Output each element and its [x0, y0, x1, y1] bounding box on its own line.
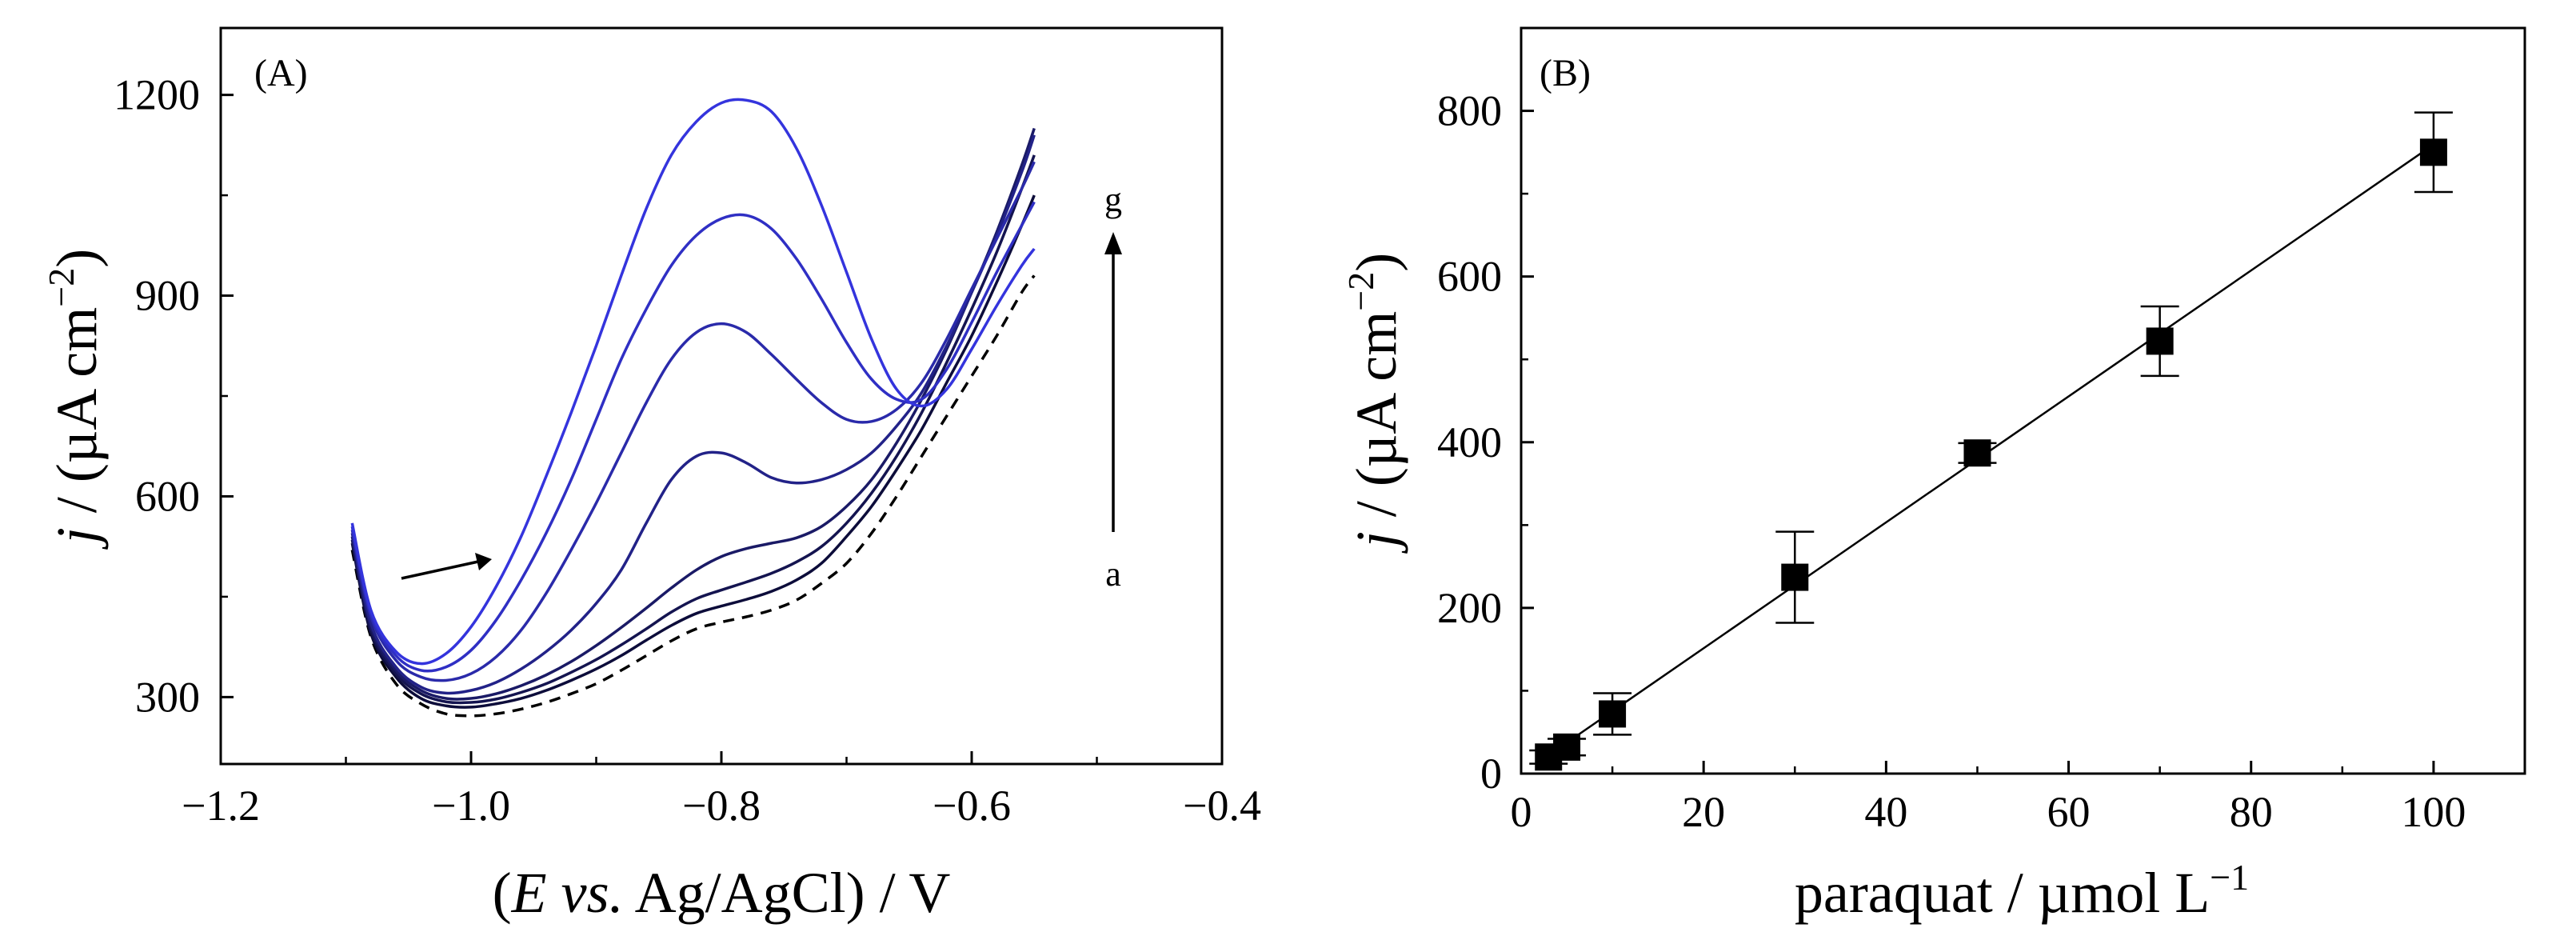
- b-y-tick-label: 600: [1437, 253, 1502, 301]
- panel-a-frame: [219, 26, 1224, 766]
- a-x-tick-label: −1.0: [432, 782, 510, 830]
- panel-a-y-axis-label: j / (µA cm−2): [41, 249, 109, 550]
- panel-a-x-axis-label: (E vs. Ag/AgCl) / V: [493, 861, 951, 925]
- panel-b-points: [1529, 111, 2453, 771]
- voltammogram-a: [350, 194, 1036, 709]
- data-point: [1553, 733, 1581, 761]
- b-y-tick-label: 200: [1437, 584, 1502, 632]
- voltammogram-e: [350, 161, 1036, 682]
- panel-b-frame: [1520, 26, 2526, 775]
- b-x-tick-label: 20: [1682, 788, 1725, 836]
- sweep-arrow: [401, 560, 479, 580]
- data-point: [1599, 700, 1627, 728]
- a-x-tick-label: −1.2: [182, 782, 260, 830]
- panel-a-ticks: −1.2 −1.0 −0.8 −0.6 −0.4 300 600 900 1200: [114, 71, 1261, 830]
- b-y-tick-label: 400: [1437, 418, 1502, 466]
- b-x-tick-label: 60: [2047, 788, 2091, 836]
- panel-b-x-axis-label: paraquat / µmol L−1: [1795, 857, 2249, 925]
- a-y-tick-label: 600: [135, 472, 200, 520]
- curve-label-a: a: [1105, 554, 1121, 594]
- panel-b-ticks: 0 20 40 60 80 100 0 200 400 600 800: [1437, 87, 2466, 836]
- panel-a-label: (A): [254, 52, 308, 94]
- panel-a-curves: [350, 98, 1036, 718]
- panel-b: 0 20 40 60 80 100 0 200 400 600 800 (B) paraquat /…: [1340, 26, 2526, 925]
- b-x-tick-label: 40: [1864, 788, 1907, 836]
- voltammogram-blank: [350, 274, 1036, 718]
- a-y-tick-label: 300: [135, 673, 200, 721]
- curve-label-g: g: [1104, 180, 1122, 219]
- data-point: [1963, 439, 1991, 467]
- voltammogram-d: [350, 134, 1036, 695]
- b-x-tick-label: 0: [1511, 788, 1532, 836]
- concentration-arrow-head: [1104, 232, 1122, 254]
- voltammogram-f: [350, 201, 1036, 673]
- voltammogram-g: [350, 98, 1036, 666]
- panel-b-fit: [1548, 143, 2434, 757]
- a-x-tick-label: −0.6: [933, 782, 1011, 830]
- a-y-tick-label: 900: [135, 272, 200, 320]
- b-x-tick-label: 80: [2230, 788, 2273, 836]
- a-x-tick-label: −0.4: [1183, 782, 1261, 830]
- data-point: [1781, 563, 1809, 591]
- panel-b-y-axis-label: j / (µA cm−2): [1340, 253, 1408, 554]
- a-y-tick-label: 1200: [114, 71, 200, 119]
- a-x-tick-label: −0.8: [682, 782, 761, 830]
- b-y-tick-label: 0: [1480, 750, 1502, 798]
- voltammogram-c: [350, 127, 1036, 701]
- data-point: [2419, 138, 2447, 166]
- sweep-arrow-head: [475, 553, 492, 570]
- b-y-tick-label: 800: [1437, 87, 1502, 135]
- data-point: [2146, 327, 2174, 355]
- panel-b-label: (B): [1540, 52, 1591, 94]
- b-x-tick-label: 100: [2401, 788, 2466, 836]
- linear-fit-line: [1548, 143, 2434, 757]
